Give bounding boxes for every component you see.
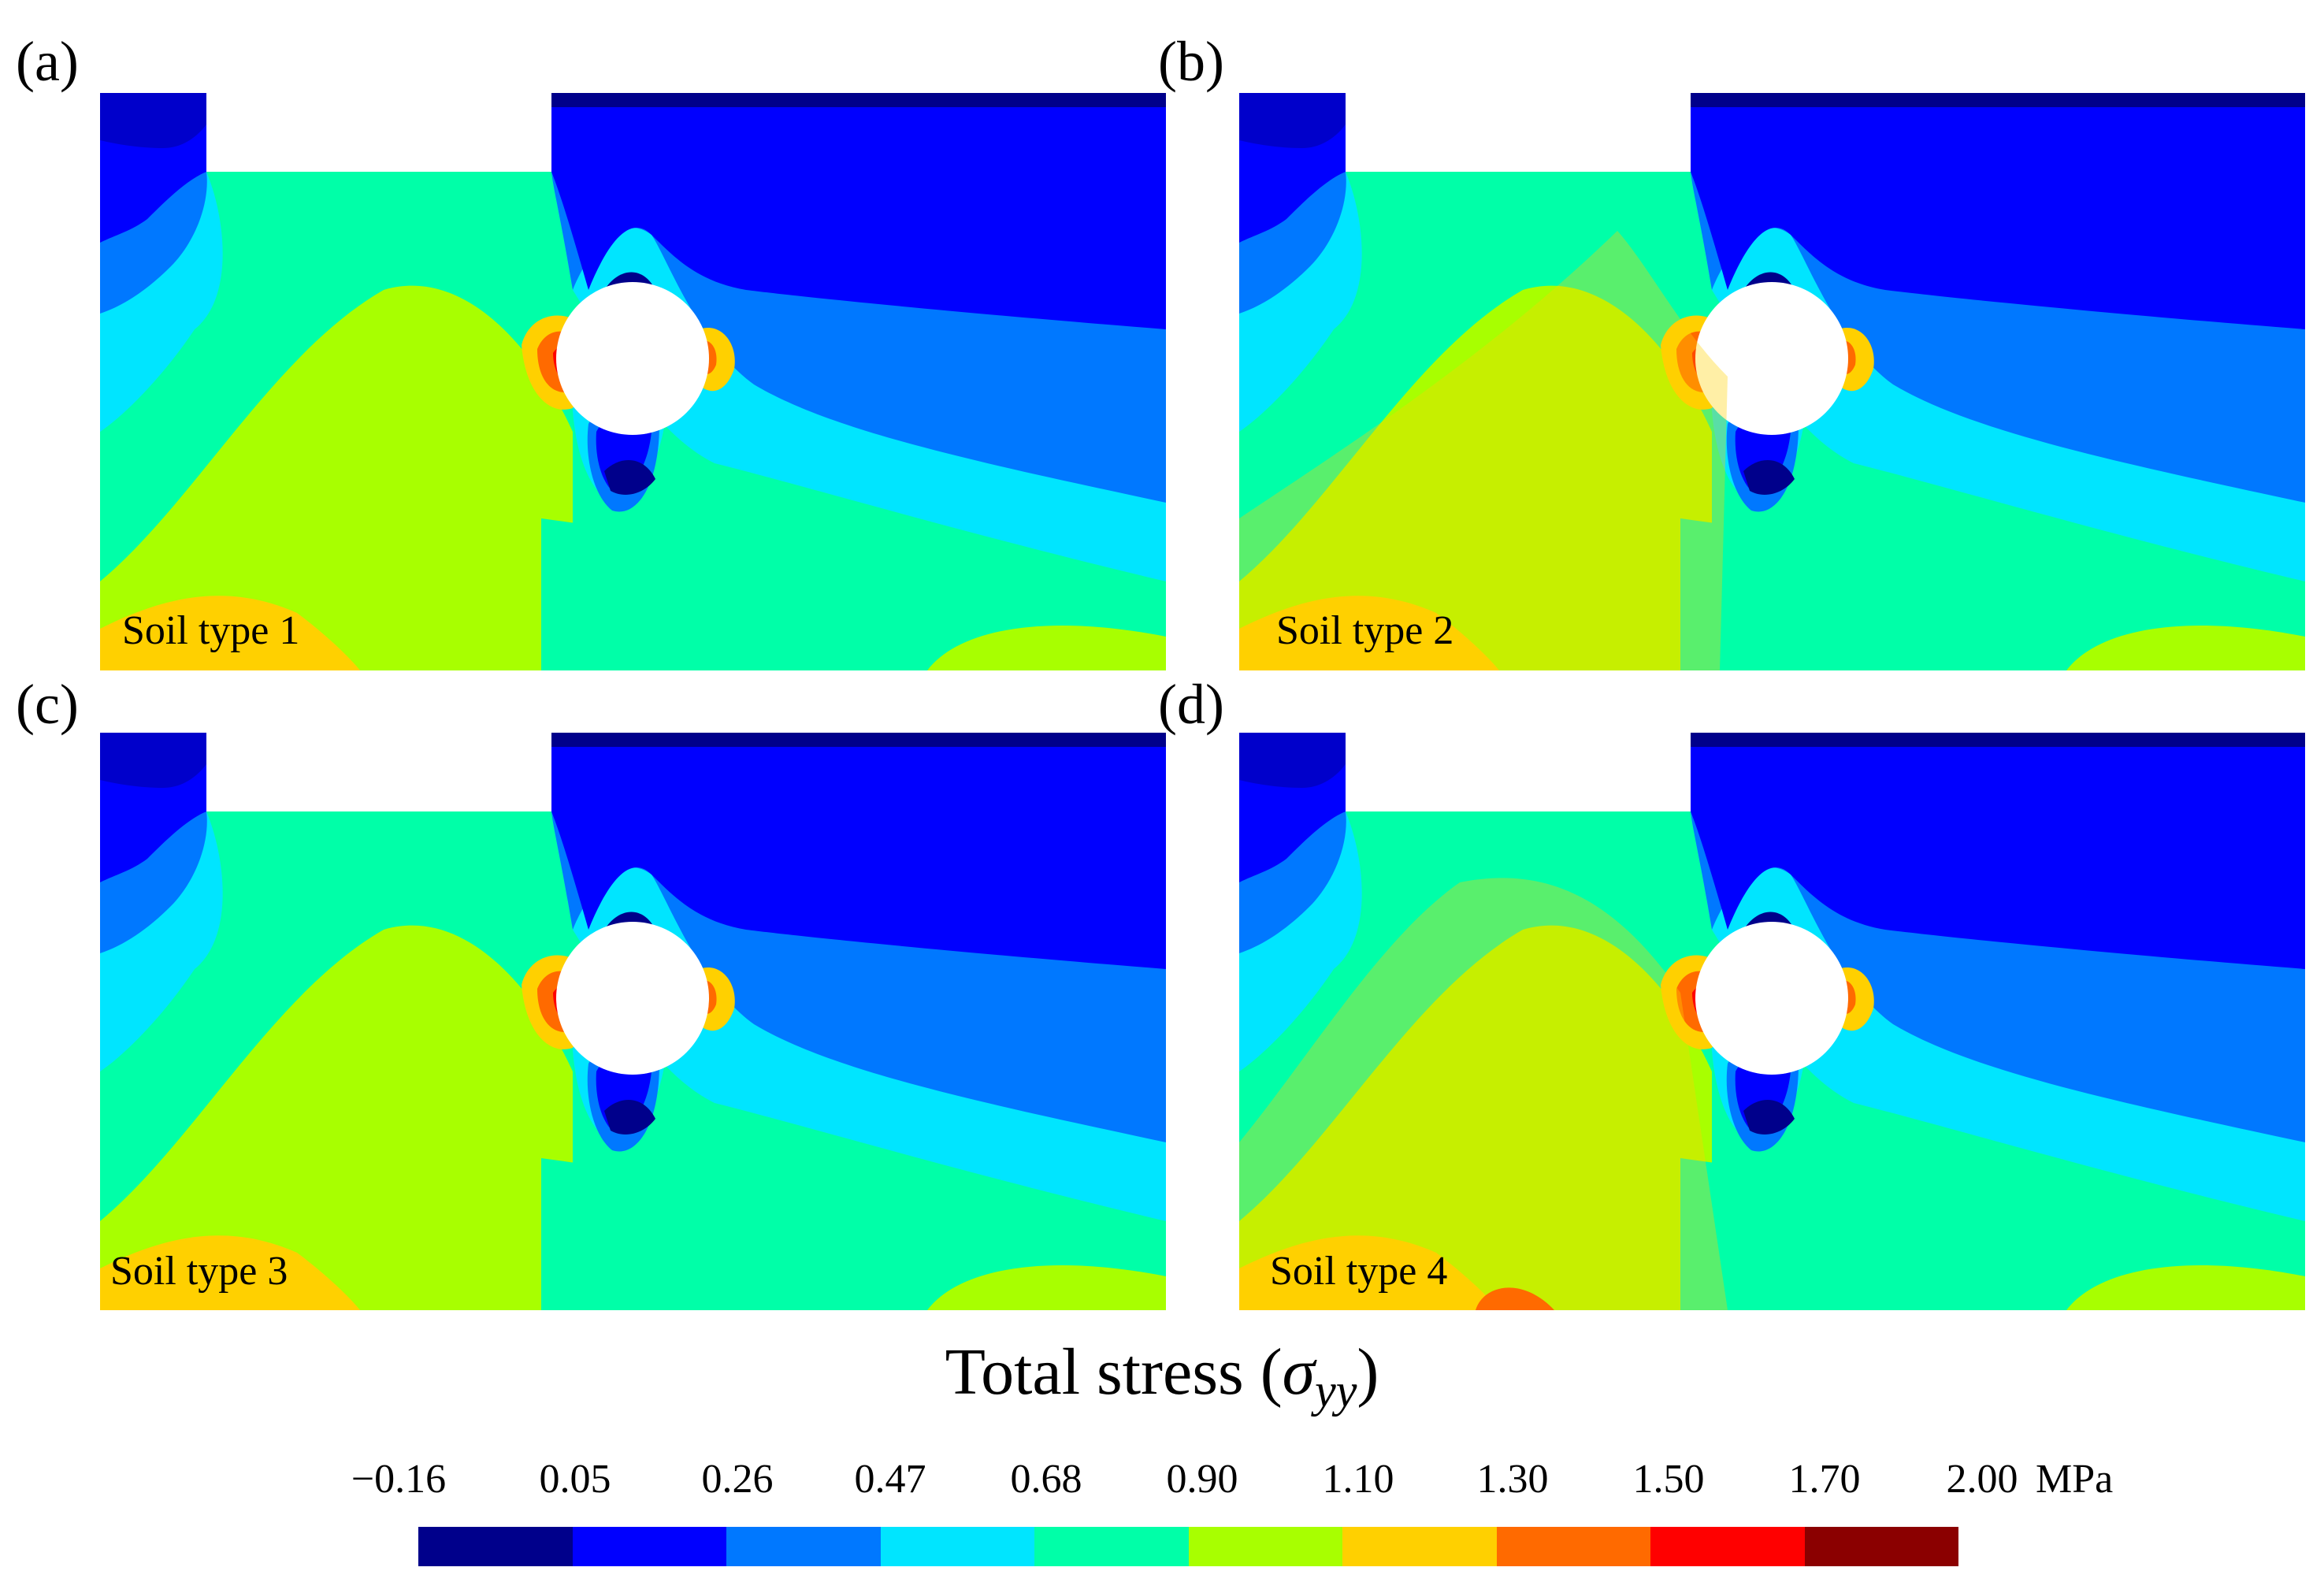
colorbar-tick: 1.10	[1322, 1457, 1394, 1502]
colorbar-unit: MPa	[2036, 1457, 2114, 1502]
colorbar-segment	[1034, 1527, 1189, 1566]
colorbar-segment	[1804, 1527, 1958, 1566]
stress-contour-plot-b	[1239, 93, 2305, 670]
panel-label-c: (c)	[16, 673, 79, 736]
colorbar	[418, 1527, 1958, 1566]
colorbar-tick: 0.05	[539, 1457, 611, 1502]
colorbar-tick: 0.68	[1010, 1457, 1082, 1502]
colorbar-segment	[1342, 1527, 1497, 1566]
sigma-symbol: σ	[1282, 1335, 1316, 1409]
stress-contour-plot-c	[100, 733, 1166, 1310]
panel-label-d: (d)	[1158, 673, 1224, 736]
colorbar-segment	[726, 1527, 881, 1566]
colorbar-segment	[418, 1527, 573, 1566]
contour-svg-c	[100, 733, 1166, 1310]
stress-contour-plot-d	[1239, 733, 2305, 1310]
colorbar-segment	[1496, 1527, 1650, 1566]
soil-type-label-c: Soil type 3	[110, 1249, 288, 1294]
colorbar-tick: 1.30	[1476, 1457, 1549, 1502]
contour-svg-a	[100, 93, 1166, 670]
panel-label-b: (b)	[1158, 30, 1224, 93]
colorbar-segment	[1650, 1527, 1805, 1566]
colorbar-tick: 0.47	[854, 1457, 926, 1502]
colorbar-segment	[572, 1527, 726, 1566]
colorbar-tick: 0.26	[701, 1457, 774, 1502]
sigma-subscript: yy	[1315, 1365, 1357, 1417]
soil-type-label-a: Soil type 1	[122, 608, 300, 653]
colorbar-tick: 2.00	[1946, 1457, 2018, 1502]
colorbar-segment	[880, 1527, 1034, 1566]
stress-contour-plot-a	[100, 93, 1166, 670]
soil-type-label-d: Soil type 4	[1270, 1249, 1448, 1294]
colorbar-tick: 0.90	[1166, 1457, 1238, 1502]
colorbar-tick: −0.16	[351, 1457, 447, 1502]
title-suffix: )	[1357, 1335, 1379, 1409]
colorbar-title: Total stress (σyy)	[0, 1339, 2324, 1415]
soil-type-label-b: Soil type 2	[1276, 608, 1454, 653]
contour-svg-b	[1239, 93, 2305, 670]
colorbar-tick: 1.70	[1788, 1457, 1861, 1502]
contour-svg-d	[1239, 733, 2305, 1310]
title-prefix: Total stress (	[945, 1335, 1283, 1409]
panel-label-a: (a)	[16, 30, 79, 93]
colorbar-segment	[1188, 1527, 1342, 1566]
colorbar-tick: 1.50	[1632, 1457, 1705, 1502]
